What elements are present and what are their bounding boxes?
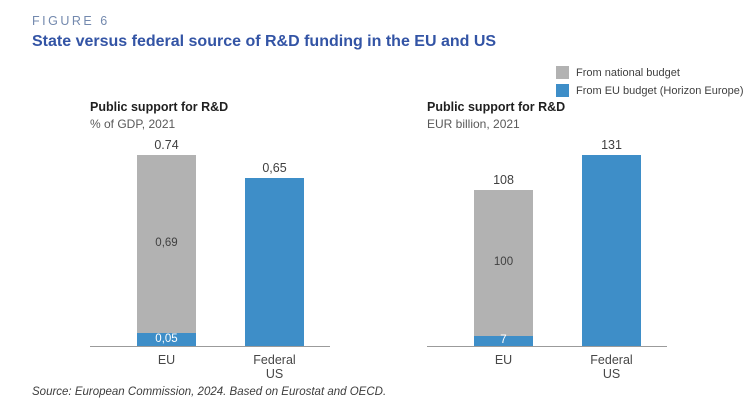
chart-eur-billion: Public support for R&D EUR billion, 2021… [427, 100, 727, 381]
category-axis: EU Federal US [90, 353, 330, 381]
chart-legend: From national budget From EU budget (Hori… [556, 66, 744, 97]
legend-item: From national budget [556, 66, 744, 79]
category-label-eu: EU [157, 353, 176, 367]
plot-area: 0.74 0,69 0,05 0,65 [90, 139, 330, 347]
bar-segment-from-eu-budget-horizon-europe-: 7 [474, 334, 533, 346]
gray-swatch-icon [556, 66, 569, 79]
bar-segment-from-national-budget: 100 [474, 190, 533, 336]
legend-label: From EU budget (Horizon Europe) [576, 84, 744, 97]
plot-area: 108 100 7 131 [427, 137, 667, 347]
category-axis: EU Federal US [427, 353, 667, 381]
category-label-federal-us: Federal US [590, 353, 633, 381]
legend-label: From national budget [576, 66, 680, 79]
legend-item: From EU budget (Horizon Europe) [556, 84, 744, 97]
bar-eu: 0.74 0,69 0,05 [137, 139, 196, 346]
bar-total-label: 131 [601, 137, 622, 152]
bar-total-label: 0,65 [262, 160, 287, 175]
bar-eu: 108 100 7 [474, 174, 533, 346]
figure-title: State versus federal source of R&D fundi… [32, 33, 497, 50]
figure-kicker: FIGURE 6 [32, 14, 110, 28]
chart-gdp-percent: Public support for R&D % of GDP, 2021 0.… [90, 100, 390, 381]
chart-title: Public support for R&D [90, 100, 229, 114]
bar-segment-from-eu-budget-horizon-europe- [582, 155, 641, 346]
bar-segment-from-eu-budget-horizon-europe-: 0,05 [137, 333, 196, 346]
bar-segment-from-national-budget: 0,69 [137, 155, 196, 334]
source-note: Source: European Commission, 2024. Based… [32, 386, 387, 398]
chart-subtitle: % of GDP, 2021 [90, 117, 176, 131]
bar-segment-from-eu-budget-horizon-europe- [245, 178, 304, 346]
category-label-federal-us: Federal US [253, 353, 296, 381]
blue-swatch-icon [556, 84, 569, 97]
category-label-eu: EU [494, 353, 513, 367]
bar-total-label: 108 [493, 172, 514, 187]
bar-total-label: 0.74 [154, 137, 179, 152]
bar-federal-us: 0,65 [245, 162, 304, 346]
bar-federal-us: 131 [582, 137, 641, 346]
chart-subtitle: EUR billion, 2021 [427, 117, 520, 131]
chart-title: Public support for R&D [427, 100, 566, 114]
